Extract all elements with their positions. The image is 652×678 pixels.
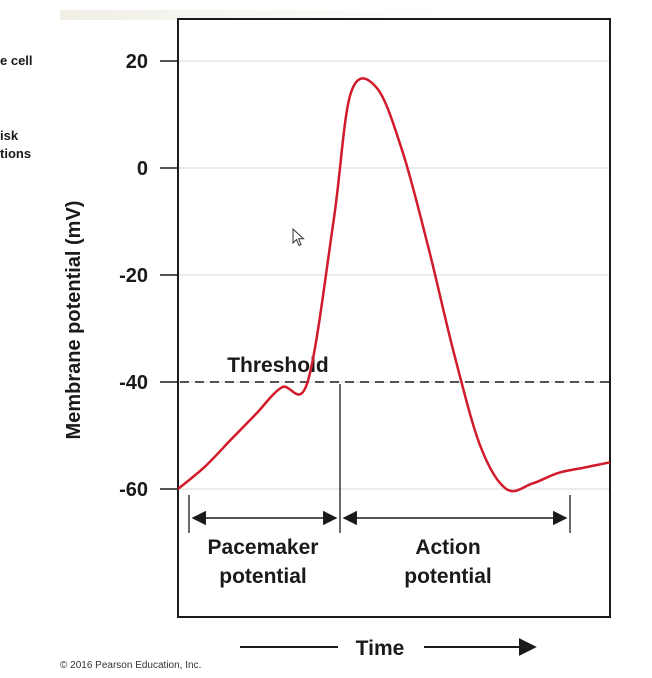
- action-label-line1: Action: [415, 536, 480, 559]
- y-tick-label: 0: [137, 158, 148, 180]
- pacemaker-label-line1: Pacemaker: [208, 536, 319, 559]
- mouse-pointer-icon: [292, 228, 305, 247]
- plot-frame: [177, 18, 611, 618]
- side-label-1: e cell: [0, 53, 33, 68]
- y-tick-label: -60: [119, 479, 148, 501]
- y-axis-ticks: 20 0 -20 -40 -60: [119, 51, 178, 501]
- y-axis-label: Membrane potential (mV): [63, 201, 85, 440]
- y-tick-label: -20: [119, 265, 148, 287]
- copyright-notice: © 2016 Pearson Education, Inc.: [60, 660, 202, 671]
- membrane-potential-curve: [177, 77, 611, 493]
- action-label-line2: potential: [404, 565, 492, 588]
- side-label-3: tions: [0, 146, 32, 161]
- x-axis-label: Time: [356, 637, 405, 660]
- y-tick-label: -40: [119, 372, 148, 394]
- header-strip: [60, 10, 440, 20]
- y-tick-label: 20: [126, 51, 148, 73]
- threshold-label: Threshold: [227, 354, 329, 377]
- side-label-2: isk: [0, 128, 19, 143]
- pacemaker-label-line2: potential: [219, 565, 307, 588]
